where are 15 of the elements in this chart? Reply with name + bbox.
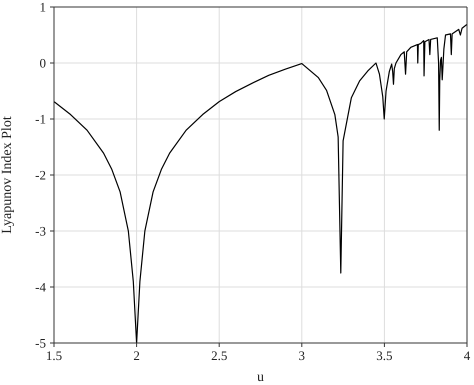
y-tick-label: 0 xyxy=(40,56,46,71)
x-tick-label: 2 xyxy=(133,348,140,364)
y-axis-title: Lyapunov Index Plot xyxy=(0,116,15,234)
y-tick-label: -2 xyxy=(35,168,46,183)
x-tick-label: 3 xyxy=(298,348,306,364)
y-tick-label: -5 xyxy=(35,336,46,351)
x-tick-label: 3.5 xyxy=(376,348,393,364)
y-tick-label: -3 xyxy=(35,224,46,239)
x-tick-label: 4 xyxy=(464,348,471,364)
x-tick-label: 1.5 xyxy=(46,348,62,364)
x-tick-label: 2.5 xyxy=(211,348,228,364)
y-tick-label: -1 xyxy=(35,112,46,127)
x-axis-title: u xyxy=(257,370,264,385)
y-tick-label: -4 xyxy=(35,280,46,295)
y-tick-label: 1 xyxy=(40,0,46,15)
